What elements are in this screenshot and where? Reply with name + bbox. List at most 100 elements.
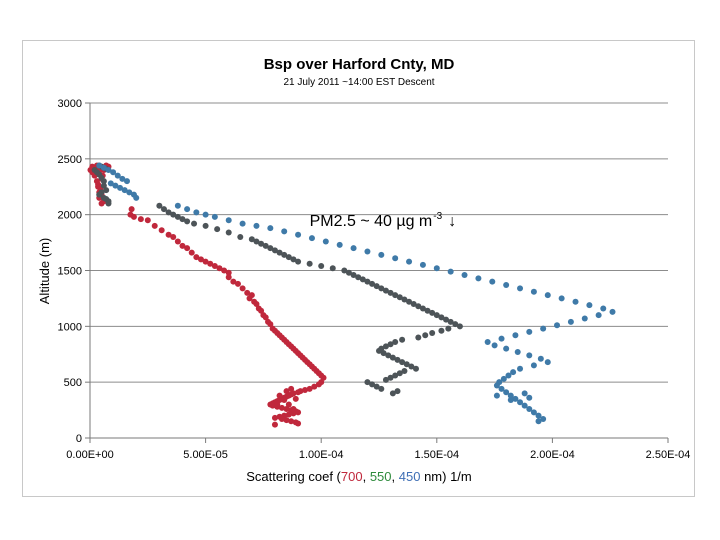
data-point <box>262 314 269 321</box>
data-point <box>517 365 524 372</box>
chart-frame: Bsp over Harford Cnty, MD 21 July 2011 ~… <box>22 40 695 497</box>
x-axis-label-part: , <box>363 469 370 484</box>
y-tick-label: 2500 <box>58 154 82 166</box>
data-point <box>387 341 394 348</box>
series-450-nm <box>96 162 616 425</box>
data-point <box>267 245 274 252</box>
data-point <box>100 164 107 171</box>
data-point <box>350 245 357 252</box>
data-point <box>105 200 112 207</box>
data-point <box>285 411 292 418</box>
x-tick-label: 1.50E-04 <box>414 449 459 461</box>
data-point <box>123 178 130 185</box>
data-point <box>302 386 309 393</box>
data-point <box>288 418 295 425</box>
data-point <box>315 381 322 388</box>
data-point <box>447 318 454 325</box>
data-point <box>359 276 366 283</box>
data-point <box>424 307 431 314</box>
data-point <box>401 368 408 374</box>
data-point <box>364 379 371 386</box>
data-point <box>498 385 505 392</box>
data-point <box>392 255 399 262</box>
data-point <box>267 225 274 232</box>
data-point <box>406 258 413 265</box>
x-tick-label: 0.00E+00 <box>66 449 113 461</box>
data-point <box>202 211 209 218</box>
data-point <box>276 392 283 399</box>
data-point <box>387 374 394 381</box>
data-point <box>493 392 500 399</box>
data-point <box>295 389 302 396</box>
data-point <box>225 269 232 276</box>
data-point <box>237 234 244 240</box>
data-point <box>373 383 380 390</box>
data-point <box>193 209 200 216</box>
y-tick-label: 2000 <box>58 210 82 222</box>
data-point <box>174 202 181 209</box>
data-point <box>378 285 385 292</box>
data-point <box>165 231 172 238</box>
data-point <box>567 318 574 325</box>
data-point <box>225 274 232 281</box>
data-point <box>419 305 426 312</box>
data-point <box>369 381 376 388</box>
data-point <box>382 287 389 294</box>
data-point <box>503 389 510 396</box>
data-point <box>389 390 396 397</box>
data-point <box>394 356 401 363</box>
data-point <box>202 222 209 229</box>
data-point <box>283 405 290 412</box>
data-point <box>230 278 237 285</box>
data-point <box>225 229 232 236</box>
data-point <box>267 321 274 328</box>
data-point <box>290 405 297 412</box>
data-point <box>445 325 452 332</box>
data-point <box>382 376 389 383</box>
data-point <box>311 383 318 390</box>
data-point <box>380 350 387 357</box>
x-axis-label-part: 550 <box>370 469 392 484</box>
data-point <box>514 349 521 356</box>
data-point <box>179 216 186 223</box>
y-tick-label: 1500 <box>58 266 82 278</box>
data-point <box>355 274 362 281</box>
data-point <box>105 167 112 173</box>
data-point <box>517 399 524 406</box>
data-point <box>526 352 533 359</box>
x-axis-label: Scattering coef (700, 550, 450 nm) 1/m <box>246 469 472 484</box>
data-point <box>429 330 436 337</box>
data-point <box>540 416 547 423</box>
data-point <box>396 370 403 377</box>
data-point <box>119 175 126 182</box>
data-point <box>535 418 542 425</box>
data-point <box>308 235 315 242</box>
data-point <box>278 404 285 411</box>
data-point <box>491 342 498 349</box>
data-point <box>281 228 288 235</box>
data-point <box>419 261 426 268</box>
data-point <box>295 420 302 427</box>
data-point <box>406 298 413 305</box>
data-point <box>211 263 218 270</box>
data-point <box>410 301 417 307</box>
data-point <box>399 359 406 366</box>
data-point <box>281 251 288 258</box>
data-point <box>103 187 110 194</box>
y-axis-ticks: 0 500 1000 1500 2000 2500 3000 <box>58 98 90 445</box>
data-point <box>500 375 507 382</box>
data-point <box>378 385 385 392</box>
data-point <box>429 309 436 316</box>
y-tick-label: 500 <box>64 377 82 389</box>
x-axis-label-part: 450 <box>399 469 421 484</box>
data-point <box>581 315 588 322</box>
data-point <box>248 236 255 243</box>
data-point <box>318 263 325 270</box>
data-point <box>586 302 593 309</box>
data-point <box>285 254 292 261</box>
annotation-text: PM2.5 ~ 40 µg m <box>310 213 433 230</box>
y-tick-label: 3000 <box>58 98 82 110</box>
x-axis-label-part: Scattering coef ( <box>246 469 341 484</box>
data-point <box>329 265 336 272</box>
data-point <box>320 374 327 381</box>
